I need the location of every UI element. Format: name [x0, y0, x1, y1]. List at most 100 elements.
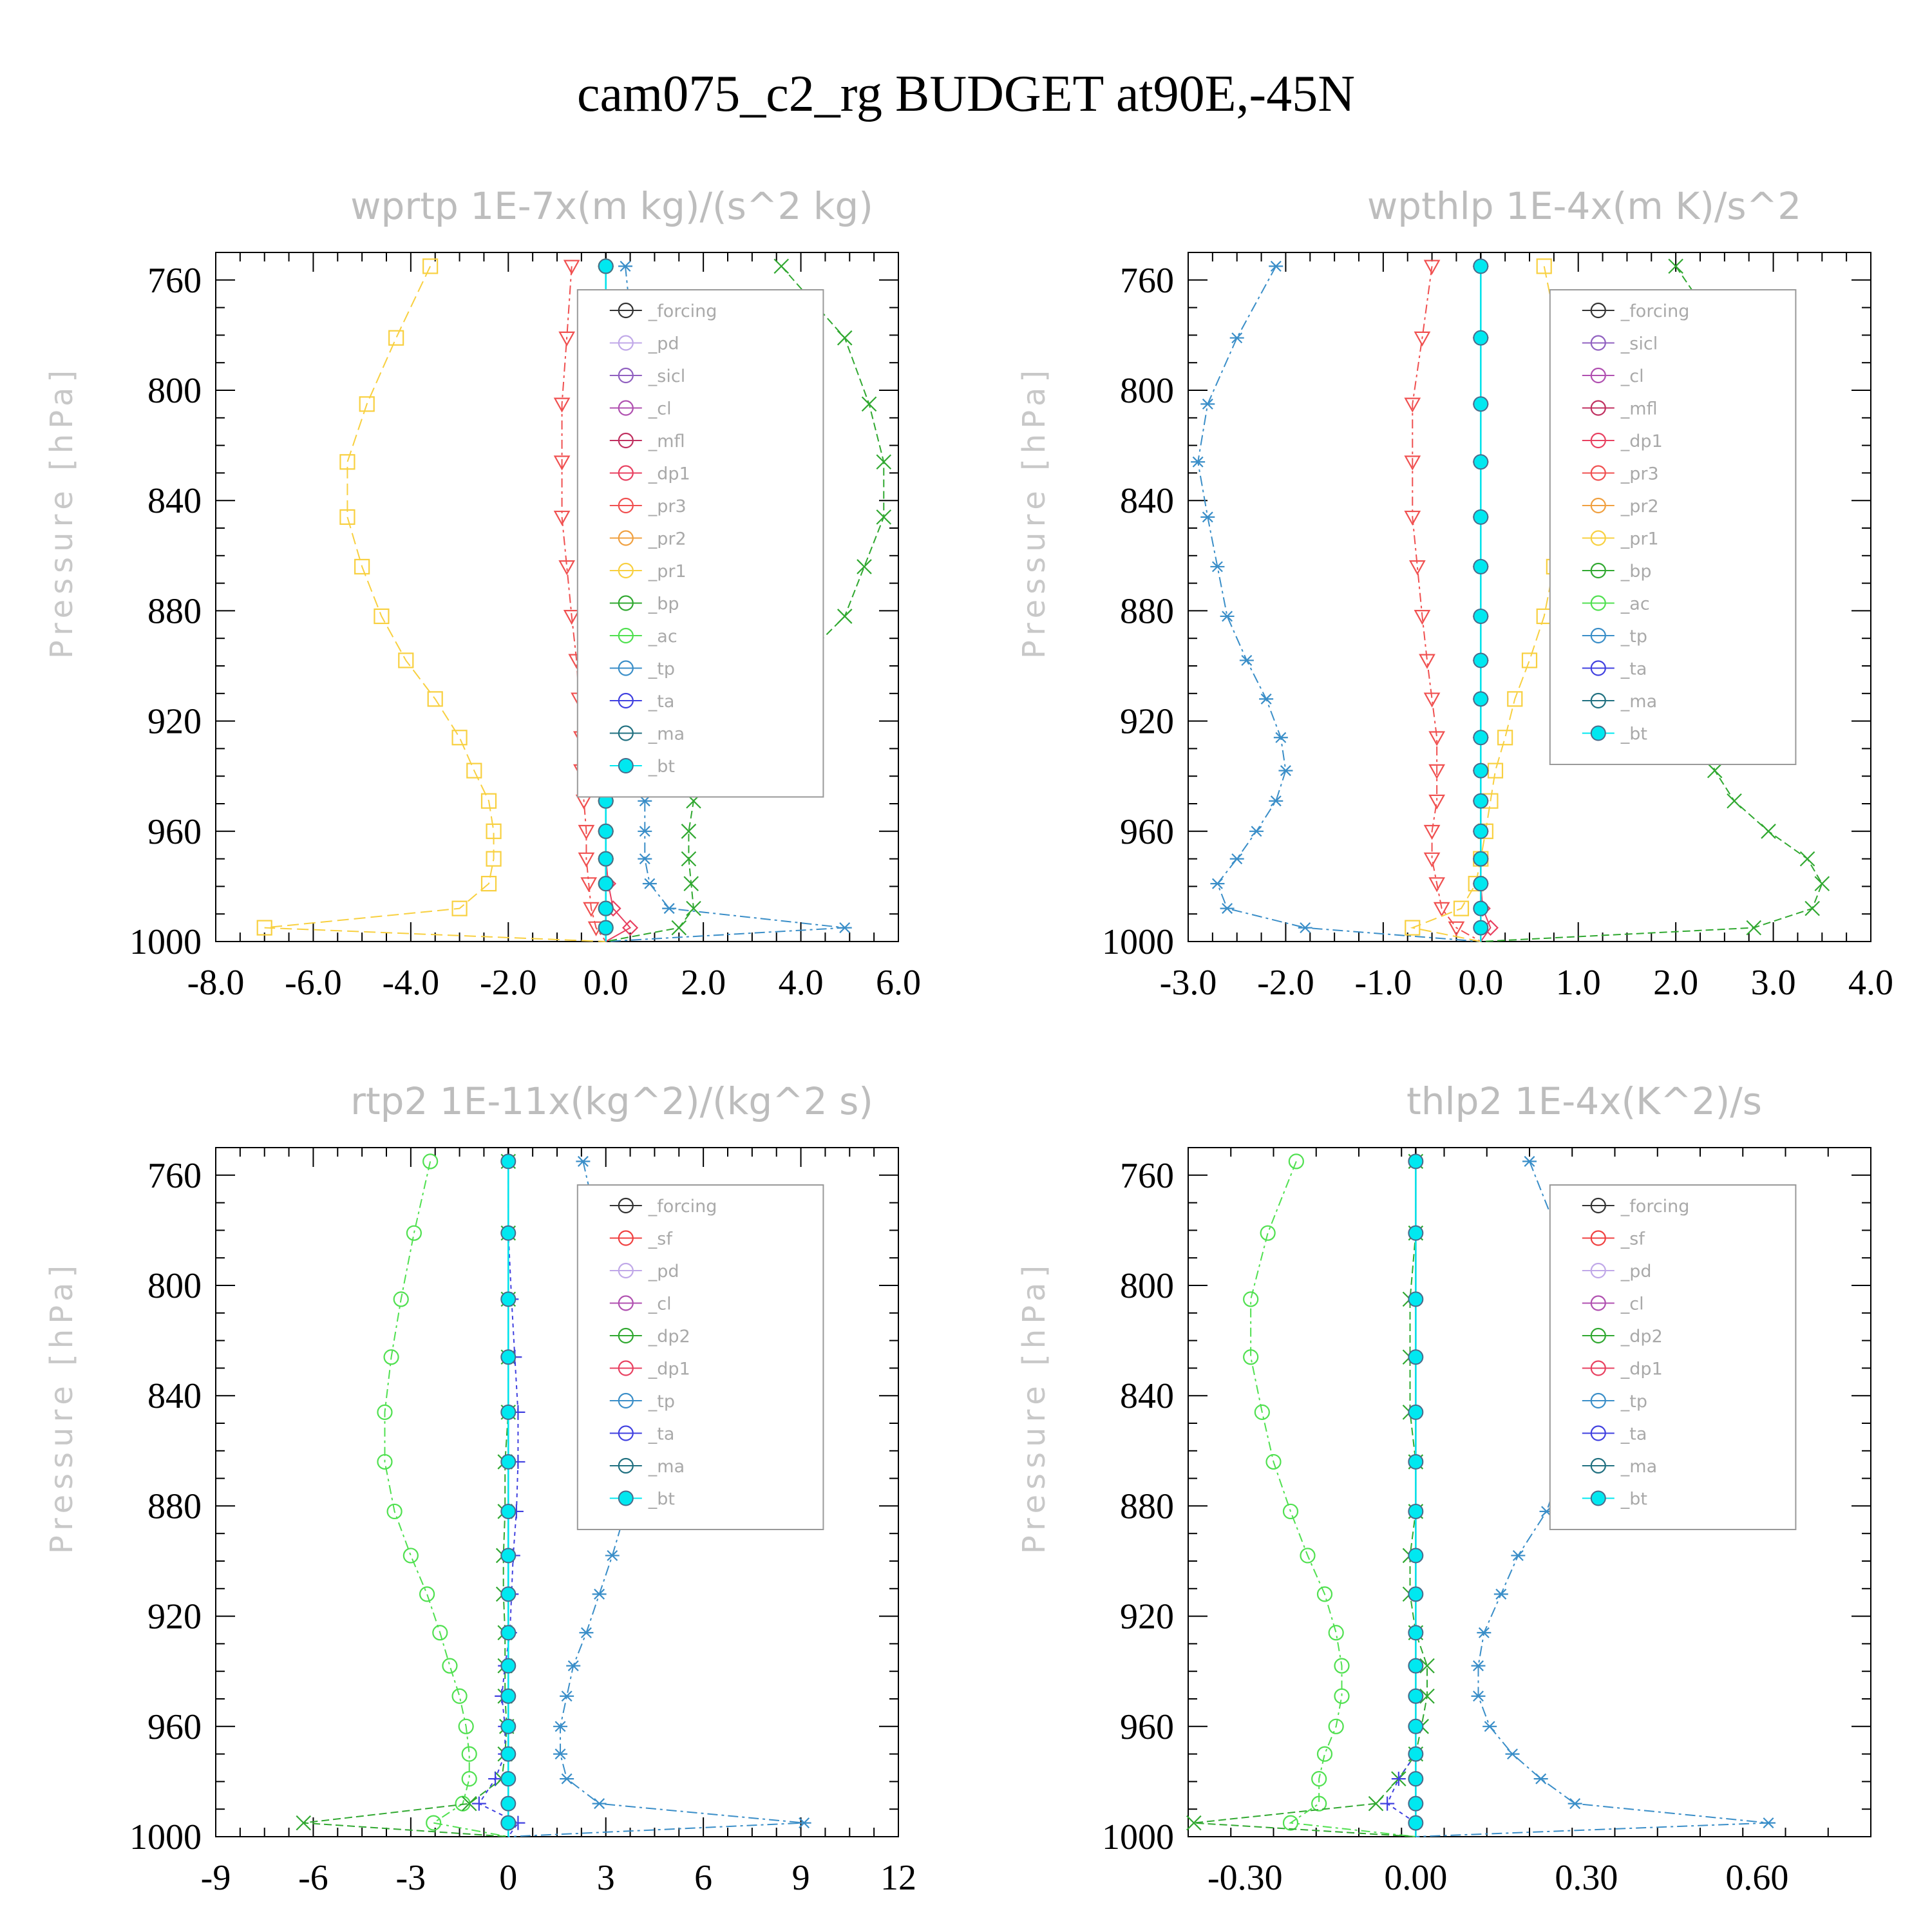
legend-marker	[618, 400, 634, 416]
data-point	[1408, 1658, 1424, 1674]
y-axis-label: Pressure [hPa]	[1016, 1260, 1052, 1554]
legend-marker	[618, 627, 634, 644]
legend-item: _tp	[648, 1392, 675, 1412]
data-point	[1408, 1746, 1424, 1762]
data-point	[1473, 691, 1489, 707]
y-axis-label: Pressure [hPa]	[44, 365, 80, 659]
data-point	[1473, 608, 1489, 624]
data-point	[1408, 560, 1426, 576]
data-point	[1408, 1625, 1424, 1641]
legend-marker	[618, 692, 634, 709]
y-tick-label: 960	[1120, 812, 1174, 852]
data-point	[1380, 1796, 1395, 1811]
x-tick-label: 0.30	[1555, 1858, 1618, 1898]
data-point	[1334, 1658, 1350, 1674]
data-point	[1191, 456, 1206, 468]
data-point	[500, 1291, 516, 1307]
legend-box	[576, 289, 824, 798]
series-line	[264, 265, 606, 942]
legend-box	[576, 1184, 824, 1530]
legend-marker	[1590, 1425, 1606, 1441]
data-point	[442, 1658, 458, 1674]
legend-marker	[1590, 400, 1606, 416]
legend-marker	[618, 1262, 634, 1279]
legend-marker	[618, 562, 634, 579]
data-point	[339, 454, 355, 470]
data-point	[500, 1153, 516, 1170]
data-point	[1210, 878, 1225, 889]
legend-item: _ac	[1620, 594, 1650, 614]
data-point	[1473, 920, 1489, 936]
data-point	[500, 1625, 516, 1641]
data-point	[1243, 1291, 1259, 1307]
data-point	[1507, 691, 1523, 707]
data-point	[1423, 260, 1441, 275]
data-point	[500, 1349, 516, 1365]
legend-item: _ma	[1620, 692, 1657, 712]
legend-marker	[1590, 562, 1606, 579]
legend-marker	[618, 1457, 634, 1474]
legend-item: _ma	[1620, 1457, 1657, 1477]
data-point	[500, 1454, 516, 1470]
data-point	[1428, 877, 1446, 893]
x-tick-label: -3	[396, 1858, 426, 1898]
legend-marker	[1590, 1392, 1606, 1409]
data-point	[1288, 1153, 1304, 1170]
legend-item: _dp1	[648, 464, 690, 484]
data-point	[1727, 793, 1742, 809]
data-point	[500, 1404, 516, 1420]
data-point	[1453, 900, 1470, 916]
series-line	[1250, 1161, 1416, 1837]
y-tick-label: 800	[147, 1266, 202, 1306]
data-point	[876, 509, 892, 525]
data-point	[1408, 1404, 1424, 1420]
data-point	[592, 1798, 607, 1810]
data-point	[451, 900, 468, 916]
x-tick-label: 6	[694, 1858, 712, 1898]
series-line	[1412, 266, 1481, 942]
panel-wpthlp: wpthlp 1E-4x(m K)/s^2 Pressure [hPa] 760…	[1016, 184, 1893, 1003]
data-point	[1473, 876, 1489, 892]
y-tick-label: 840	[147, 1376, 202, 1416]
data-point	[837, 609, 853, 624]
legend-item: _ma	[648, 1457, 685, 1477]
data-point	[681, 851, 697, 867]
data-point	[1316, 1746, 1333, 1762]
data-point	[486, 823, 502, 839]
legend-marker	[1590, 1295, 1606, 1311]
x-tick-label: -4.0	[383, 963, 440, 1003]
data-point	[1473, 258, 1489, 274]
data-point	[1229, 332, 1244, 344]
x-tick-label: 1.0	[1556, 963, 1601, 1003]
data-point	[1186, 1815, 1202, 1831]
legend-marker	[1590, 367, 1606, 384]
data-point	[1473, 396, 1489, 412]
data-point	[638, 853, 652, 865]
data-point	[563, 260, 580, 275]
legend-marker	[618, 1327, 634, 1344]
data-point	[553, 1748, 568, 1760]
legend-marker	[1590, 1230, 1606, 1246]
data-point	[1428, 794, 1446, 810]
data-point	[598, 851, 614, 867]
y-tick-label: 880	[1120, 1486, 1174, 1526]
data-point	[480, 876, 497, 892]
legend-marker	[1590, 465, 1606, 481]
y-tick-label: 800	[1120, 371, 1174, 411]
legend-item: _pd	[1620, 1262, 1652, 1282]
data-point	[553, 1721, 568, 1732]
legend-marker	[1590, 725, 1606, 741]
legend-item: _mfl	[648, 431, 685, 451]
legend: _forcing _sicl _cl _mfl _dp1 _pr3 _pr2 _pr1 _bp _…	[1549, 289, 1797, 765]
x-tick-label: -6	[298, 1858, 328, 1898]
legend-item: _dp2	[648, 1327, 690, 1347]
data-point	[1423, 824, 1441, 840]
data-point	[1254, 1404, 1270, 1420]
legend-marker	[618, 1490, 634, 1506]
legend: _forcing _pd _sicl _cl _mfl _dp1 _pr3 _pr2 _pr1 _…	[576, 289, 824, 798]
x-tick-label: -8.0	[187, 963, 245, 1003]
x-tick-label: -1.0	[1355, 963, 1412, 1003]
legend-marker	[618, 1425, 634, 1441]
legend-item: _cl	[648, 399, 672, 419]
y-tick-label: 1000	[129, 922, 202, 962]
